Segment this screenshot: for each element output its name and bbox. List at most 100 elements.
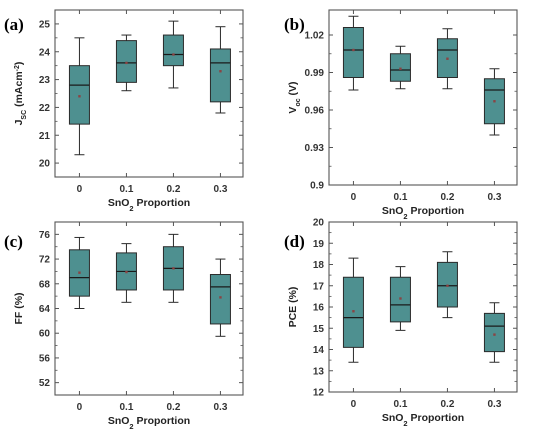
y-tick-label: 0.9 — [310, 181, 324, 192]
x-tick-label: 0 — [77, 184, 83, 195]
box-0.1 — [115, 34, 137, 92]
box-iqr — [162, 34, 184, 67]
box-0.3 — [483, 302, 505, 363]
mean-marker — [399, 297, 402, 300]
mean-marker — [493, 100, 496, 103]
y-tick-label: 20 — [39, 159, 51, 170]
x-tick-label: 0 — [351, 399, 357, 410]
box-0.2 — [436, 251, 458, 319]
x-axis-title: SnO2 Proportion — [108, 197, 190, 213]
box-0.3 — [209, 26, 231, 114]
x-tick-label: 0.1 — [393, 399, 407, 410]
y-tick-label: 16 — [313, 303, 325, 314]
y-tick-label: 52 — [39, 378, 51, 389]
mean-marker — [172, 53, 175, 56]
x-tick-label: 0 — [351, 192, 357, 203]
box-0.1 — [389, 266, 411, 331]
box-0.1 — [115, 243, 137, 303]
mean-marker — [446, 284, 449, 287]
box-0.2 — [162, 20, 184, 89]
x-tick-label: 0.3 — [213, 184, 227, 195]
y-tick-label: 68 — [39, 279, 51, 290]
y-tick-label: 17 — [313, 281, 325, 292]
box-0 — [342, 15, 364, 91]
y-tick-label: 13 — [313, 366, 325, 377]
y-tick-label: 76 — [39, 230, 51, 241]
mean-marker — [172, 267, 175, 270]
mean-marker — [493, 333, 496, 336]
box-iqr — [342, 27, 364, 78]
box-0.3 — [209, 258, 231, 337]
y-axis-title: JSC (mAcm-2) — [13, 62, 28, 126]
box-iqr — [68, 65, 90, 125]
mean-marker — [219, 296, 222, 299]
x-axis-title: SnO2 Proportion — [108, 415, 190, 430]
y-axis-title: FF (%) — [13, 292, 25, 324]
mean-marker — [352, 48, 355, 52]
y-tick-label: 56 — [39, 353, 51, 364]
y-tick-label: 25 — [39, 19, 51, 30]
plot-frame — [328, 9, 518, 186]
chart-panel: (a) 20 21 22 23 24 25 0 0.1 0.2 0.3 SnO2 Proportion… — [4, 9, 244, 213]
y-tick-label: 14 — [313, 345, 325, 356]
y-tick-label: 12 — [313, 388, 325, 399]
mean-marker — [399, 67, 402, 70]
y-tick-label: 21 — [39, 131, 51, 142]
mean-marker — [125, 270, 128, 274]
x-tick-label: 0.3 — [213, 402, 227, 413]
chart-panel: (b) 0.9 0.93 0.96 0.99 1.02 0 0.1 0.2 0.3 SnO2 Pro… — [284, 9, 518, 221]
x-tick-label: 0.1 — [119, 402, 133, 413]
y-tick-label: 20 — [313, 218, 325, 229]
x-tick-label: 0.1 — [393, 192, 407, 203]
x-axis-title: SnO2 Proportion — [382, 412, 464, 428]
box-iqr — [209, 274, 231, 325]
box-0 — [342, 257, 364, 363]
y-tick-label: 23 — [39, 75, 51, 86]
x-axis-title: SnO2 Proportion — [382, 205, 464, 221]
box-iqr — [115, 40, 137, 83]
y-tick-label: 22 — [39, 103, 51, 114]
y-axis-title: PCE (%) — [287, 287, 299, 328]
box-0.1 — [389, 45, 411, 90]
x-tick-label: 0.2 — [440, 399, 454, 410]
y-tick-label: 0.96 — [305, 106, 325, 117]
box-iqr — [483, 312, 505, 353]
chart-panel: (d) 12 13 14 15 16 17 18 19 20 0 0.1 0.2 0.3 SnO2 Prop… — [284, 218, 518, 428]
chart-panel: (c) 52 56 60 64 68 72 76 0 0.1 0.2 0.3 SnO2 Proporti… — [4, 221, 244, 430]
box-0.3 — [483, 68, 505, 136]
mean-marker — [78, 95, 81, 98]
y-axis-title: Voc (V) — [287, 81, 302, 113]
x-tick-label: 0.1 — [119, 184, 133, 195]
mean-marker — [78, 271, 81, 274]
x-tick-label: 0.2 — [166, 402, 180, 413]
y-tick-label: 15 — [313, 324, 325, 335]
y-tick-label: 24 — [39, 47, 51, 58]
y-tick-label: 60 — [39, 329, 51, 340]
panel-label: (c) — [4, 232, 23, 251]
box-0 — [68, 37, 90, 156]
y-tick-label: 18 — [313, 260, 325, 271]
y-tick-label: 19 — [313, 239, 325, 250]
x-tick-label: 0 — [77, 402, 83, 413]
box-iqr — [389, 53, 411, 82]
x-tick-label: 0.3 — [487, 399, 501, 410]
y-tick-label: 0.99 — [305, 68, 325, 79]
y-tick-label: 0.93 — [305, 143, 325, 154]
panel-label: (a) — [4, 15, 24, 34]
mean-marker — [125, 61, 128, 65]
mean-marker — [219, 70, 222, 73]
x-tick-label: 0.3 — [487, 192, 501, 203]
y-tick-label: 64 — [39, 304, 51, 315]
box-0.2 — [162, 233, 184, 303]
box-0 — [68, 236, 90, 309]
x-tick-label: 0.2 — [166, 184, 180, 195]
mean-marker — [446, 57, 449, 60]
panel-label: (d) — [284, 232, 305, 251]
y-tick-label: 1.02 — [305, 31, 325, 42]
panel-label: (b) — [284, 15, 305, 34]
y-tick-label: 72 — [39, 255, 51, 266]
box-iqr — [209, 48, 231, 103]
box-0.2 — [436, 28, 458, 90]
x-tick-label: 0.2 — [440, 192, 454, 203]
